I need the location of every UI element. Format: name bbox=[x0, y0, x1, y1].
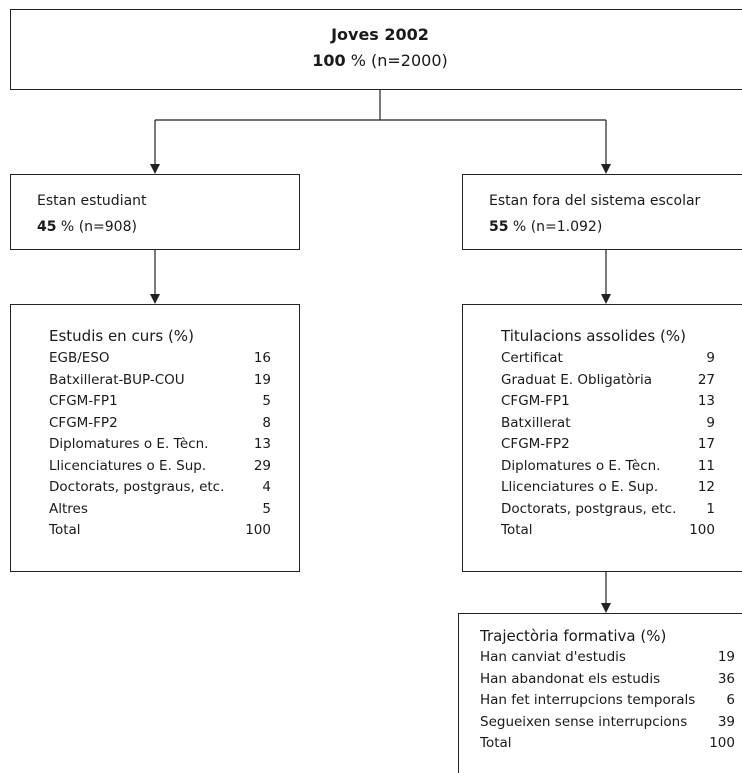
item-label: Altres bbox=[49, 500, 88, 517]
item-value: 5 bbox=[262, 393, 271, 409]
item-label: Diplomatures o E. Tècn. bbox=[501, 457, 661, 474]
root-title: Joves 2002 bbox=[331, 25, 429, 44]
root-count: % (n=2000) bbox=[345, 51, 448, 70]
list-item: CFGM-FP1 5 bbox=[49, 391, 271, 413]
item-label: Han fet interrupcions temporals bbox=[480, 692, 696, 708]
arrow-head bbox=[150, 164, 160, 174]
list-item: Batxillerat-BUP-COU 19 bbox=[49, 370, 271, 392]
list-item: CFGM-FP2 17 bbox=[501, 434, 715, 456]
item-label: CFGM-FP1 bbox=[49, 393, 118, 409]
item-label: Certificat bbox=[501, 350, 563, 366]
item-label: EGB/ESO bbox=[49, 350, 110, 366]
root-node: Joves 2002 100 % (n=2000) bbox=[10, 9, 742, 90]
trajectory-list: Han canviat d'estudis 19 Han abandonat els… bbox=[480, 647, 735, 755]
trajectory-node: Trajectòria formativa (%) Han canviat d'… bbox=[458, 613, 742, 773]
current-studies-list: EGB/ESO 16 Batxillerat-BUP-COU 19 CFGM-FP1 5 C… bbox=[49, 348, 271, 542]
item-label: Doctorats, postgraus, etc. bbox=[501, 500, 677, 517]
item-value: 36 bbox=[717, 670, 735, 687]
item-label: Doctorats, postgraus, etc. bbox=[49, 479, 225, 495]
out-of-school-title: Estan fora del sistema escolar bbox=[489, 193, 701, 209]
item-value: 8 bbox=[262, 414, 271, 431]
list-item: Diplomatures o E. Tècn. 13 bbox=[49, 434, 271, 456]
item-label: Han canviat d'estudis bbox=[480, 649, 626, 665]
item-value: 11 bbox=[697, 457, 715, 474]
arrow-head bbox=[601, 164, 611, 174]
item-label: Total bbox=[480, 735, 512, 751]
list-item: Han fet interrupcions temporals 6 bbox=[480, 690, 735, 712]
item-label: Total bbox=[49, 522, 81, 538]
item-value: 100 bbox=[245, 522, 271, 538]
current-studies-node: Estudis en curs (%) EGB/ESO 16 Batxillerat… bbox=[10, 304, 300, 572]
qualifications-list: Certificat 9 Graduat E. Obligatòria 27 CFGM-… bbox=[501, 348, 715, 542]
item-value: 29 bbox=[253, 457, 271, 474]
connector-lines bbox=[150, 90, 611, 613]
list-item: Batxillerat 9 bbox=[501, 413, 715, 435]
item-value: 4 bbox=[262, 479, 271, 495]
arrow-head bbox=[601, 603, 611, 613]
item-value: 9 bbox=[706, 414, 715, 431]
item-label: CFGM-FP2 bbox=[49, 414, 118, 431]
item-label: Han abandonat els estudis bbox=[480, 670, 661, 687]
item-label: Batxillerat bbox=[501, 414, 571, 431]
item-value: 100 bbox=[689, 522, 715, 538]
item-label: Total bbox=[501, 522, 533, 538]
list-item: EGB/ESO 16 bbox=[49, 348, 271, 370]
item-value: 5 bbox=[262, 500, 271, 517]
item-value: 9 bbox=[706, 350, 715, 366]
list-item: Diplomatures o E. Tècn. 11 bbox=[501, 456, 715, 478]
item-label: CFGM-FP2 bbox=[501, 436, 570, 452]
item-value: 19 bbox=[253, 371, 271, 388]
current-studies-title: Estudis en curs (%) bbox=[49, 327, 194, 345]
item-value: 13 bbox=[253, 436, 271, 452]
list-item: Altres 5 bbox=[49, 499, 271, 521]
list-item: Doctorats, postgraus, etc. 4 bbox=[49, 477, 271, 499]
item-value: 100 bbox=[709, 735, 735, 751]
item-label: Llicenciatures o E. Sup. bbox=[49, 457, 207, 474]
studying-percent: 45 bbox=[37, 219, 57, 235]
out-of-school-node: Estan fora del sistema escolar 55 % (n=1… bbox=[462, 174, 742, 250]
list-item: Llicenciatures o E. Sup. 29 bbox=[49, 456, 271, 478]
list-item: Total 100 bbox=[480, 733, 735, 755]
root-percent: 100 bbox=[312, 51, 346, 70]
item-value: 16 bbox=[253, 350, 271, 366]
list-item: Total 100 bbox=[49, 520, 271, 542]
studying-title: Estan estudiant bbox=[37, 193, 147, 209]
studying-node: Estan estudiant 45 % (n=908) bbox=[10, 174, 300, 250]
out-of-school-count: % (n=1.092) bbox=[508, 219, 603, 235]
item-label: Batxillerat-BUP-COU bbox=[49, 371, 185, 388]
list-item: CFGM-FP1 13 bbox=[501, 391, 715, 413]
list-item: Graduat E. Obligatòria 27 bbox=[501, 370, 715, 392]
item-value: 12 bbox=[697, 479, 715, 495]
studying-stats: 45 % (n=908) bbox=[37, 219, 137, 235]
item-label: Graduat E. Obligatòria bbox=[501, 371, 653, 388]
item-value: 19 bbox=[717, 649, 735, 665]
item-value: 27 bbox=[697, 371, 715, 388]
item-value: 6 bbox=[726, 692, 735, 708]
item-label: Diplomatures o E. Tècn. bbox=[49, 436, 209, 452]
list-item: Llicenciatures o E. Sup. 12 bbox=[501, 477, 715, 499]
item-label: Segueixen sense interrupcions bbox=[480, 713, 688, 730]
item-value: 17 bbox=[697, 436, 715, 452]
root-stats: 100 % (n=2000) bbox=[11, 51, 742, 70]
studying-count: % (n=908) bbox=[56, 219, 137, 235]
list-item: Segueixen sense interrupcions 39 bbox=[480, 712, 735, 734]
item-value: 13 bbox=[697, 393, 715, 409]
qualifications-title: Titulacions assolides (%) bbox=[501, 327, 686, 345]
qualifications-node: Titulacions assolides (%) Certificat 9 Gra… bbox=[462, 304, 742, 572]
item-value: 39 bbox=[717, 713, 735, 730]
list-item: CFGM-FP2 8 bbox=[49, 413, 271, 435]
out-of-school-percent: 55 bbox=[489, 219, 509, 235]
list-item: Total 100 bbox=[501, 520, 715, 542]
item-value: 1 bbox=[706, 500, 715, 517]
trajectory-title: Trajectòria formativa (%) bbox=[480, 627, 667, 645]
list-item: Certificat 9 bbox=[501, 348, 715, 370]
out-of-school-stats: 55 % (n=1.092) bbox=[489, 219, 602, 235]
list-item: Han abandonat els estudis 36 bbox=[480, 669, 735, 691]
item-label: CFGM-FP1 bbox=[501, 393, 570, 409]
arrow-head bbox=[601, 294, 611, 304]
list-item: Han canviat d'estudis 19 bbox=[480, 647, 735, 669]
arrow-head bbox=[150, 294, 160, 304]
item-label: Llicenciatures o E. Sup. bbox=[501, 479, 659, 495]
list-item: Doctorats, postgraus, etc. 1 bbox=[501, 499, 715, 521]
